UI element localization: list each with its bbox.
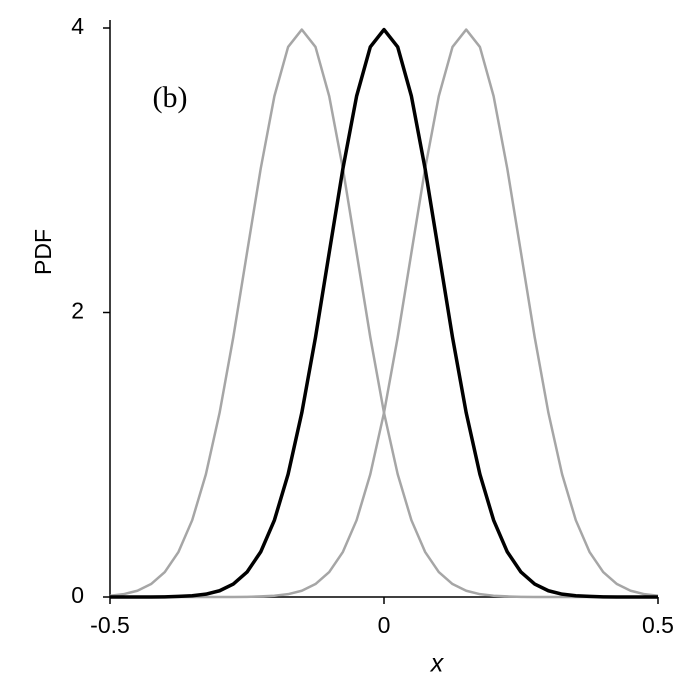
pdf-curve: [110, 28, 659, 599]
pdf-curve: [110, 27, 658, 599]
y-axis-label: PDF: [30, 229, 56, 275]
x-tick-label: -0.5: [90, 612, 130, 638]
x-tick-label: 0: [378, 612, 391, 638]
y-tick-label: 2: [71, 298, 84, 324]
y-tick-label: 4: [71, 13, 84, 39]
pdf-curve: [109, 28, 658, 599]
x-axis-label: x: [430, 650, 445, 678]
y-tick-label: 0: [71, 582, 84, 608]
panel-label: (b): [153, 81, 188, 114]
x-tick-label: 0.5: [642, 612, 674, 638]
